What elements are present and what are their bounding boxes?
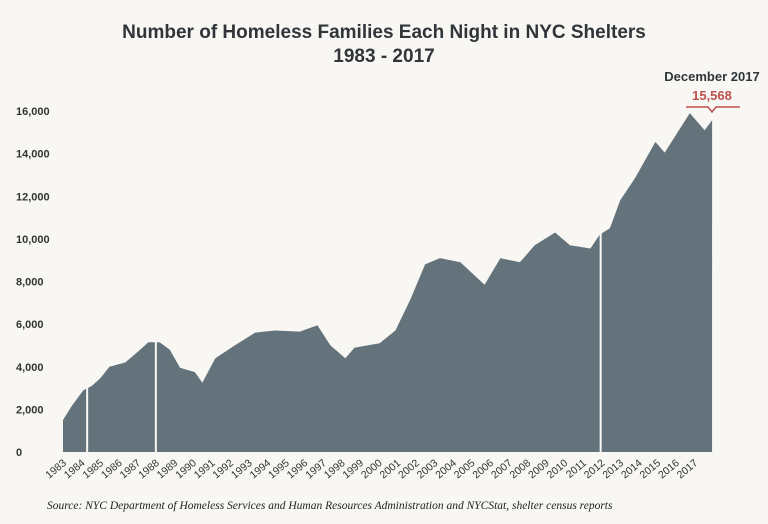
- annotation-bracket: [686, 106, 740, 114]
- source-note: Source: NYC Department of Homeless Servi…: [47, 500, 613, 512]
- y-tick-label: 16,000: [16, 106, 50, 118]
- chart-subtitle: 1983 - 2017: [333, 46, 435, 67]
- area-series: [63, 113, 713, 452]
- y-tick-label: 8,000: [16, 277, 44, 289]
- y-tick-label: 12,000: [16, 191, 50, 203]
- y-tick-label: 2,000: [16, 404, 44, 416]
- chart-title: Number of Homeless Families Each Night i…: [122, 22, 646, 43]
- y-tick-label: 10,000: [16, 234, 50, 246]
- y-tick-label: 6,000: [16, 319, 44, 331]
- annotation-label: December 2017: [664, 69, 759, 84]
- x-tick-label: 2017: [675, 457, 701, 481]
- y-tick-label: 0: [16, 447, 22, 459]
- y-tick-label: 14,000: [16, 149, 50, 161]
- annotation-value: 15,568: [692, 88, 732, 103]
- y-tick-label: 4,000: [16, 362, 44, 374]
